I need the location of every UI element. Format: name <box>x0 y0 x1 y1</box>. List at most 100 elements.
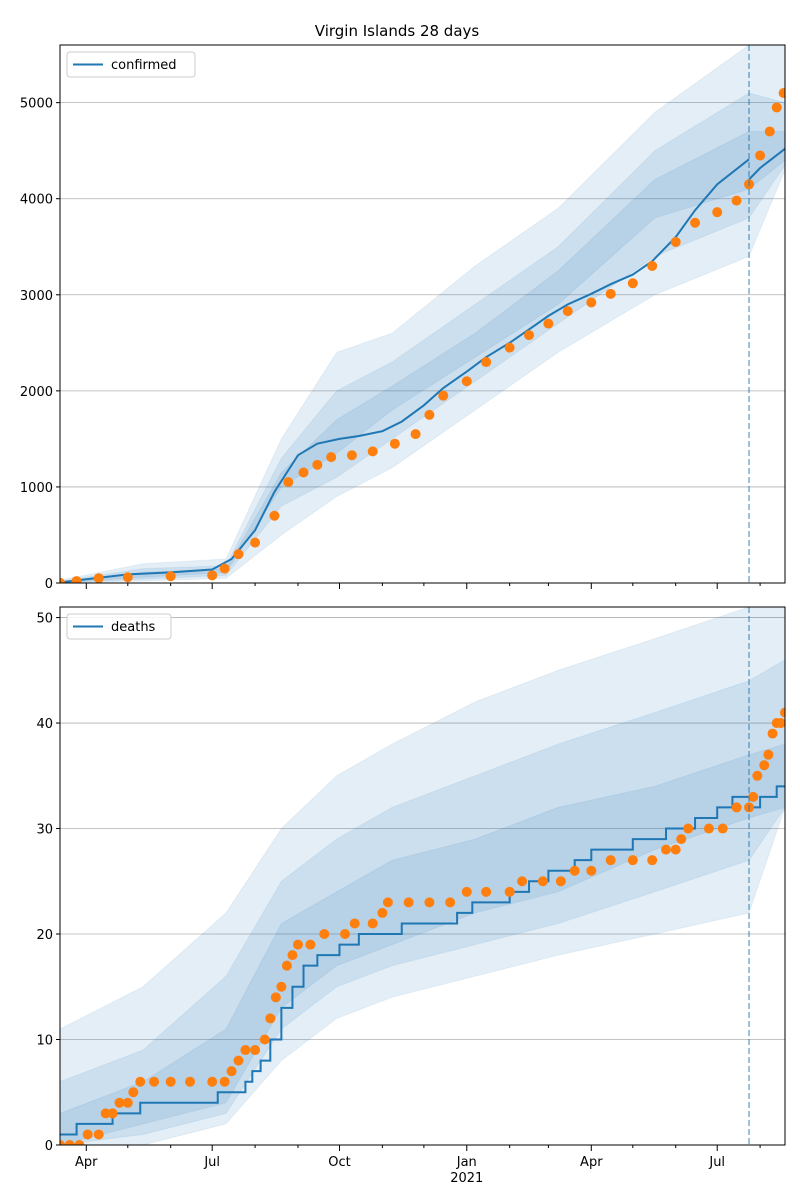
observed-point <box>292 939 303 950</box>
observed-point <box>207 570 218 581</box>
observed-point <box>647 260 658 271</box>
model-median-line <box>60 158 750 583</box>
y-tick-label: 10 <box>36 1034 53 1049</box>
y-tick-label: 40 <box>36 717 53 732</box>
observed-point <box>207 1076 218 1087</box>
observed-point <box>767 728 778 739</box>
observed-point <box>165 571 176 582</box>
x-tick-label: Apr <box>580 1155 603 1170</box>
observed-point <box>778 88 785 99</box>
observed-point <box>346 450 357 461</box>
confirmed-panel: 0 1000 2000 3000 4000 5000 confirmed <box>20 44 786 592</box>
observed-point <box>265 1013 276 1024</box>
observed-point <box>93 1129 104 1140</box>
observed-point <box>287 950 298 961</box>
y-tick-label: 5000 <box>20 97 53 112</box>
observed-point <box>60 1140 65 1145</box>
observed-point <box>135 1076 146 1087</box>
plot-frame <box>59 44 786 584</box>
observed-point <box>752 770 763 781</box>
observed-point <box>676 834 687 845</box>
observed-point <box>107 1108 118 1119</box>
observed-point <box>764 126 775 137</box>
y-tick-label: 3000 <box>20 289 53 304</box>
observed-point <box>461 886 472 897</box>
observed-point <box>165 1076 176 1087</box>
observed-point <box>60 577 65 583</box>
plot-area <box>60 607 785 1145</box>
chart-title: Virgin Islands 28 days <box>315 22 480 40</box>
legend-box <box>66 51 196 78</box>
observed-point <box>424 897 435 908</box>
observed-point <box>605 288 616 299</box>
observed-point <box>305 939 316 950</box>
observed-point <box>250 537 261 548</box>
x-tick-sublabel: 2021 <box>450 1171 483 1186</box>
observed-point <box>627 855 638 866</box>
observed-point <box>128 1087 139 1098</box>
observed-point <box>283 477 294 488</box>
observed-point <box>690 217 701 228</box>
forecast-median-line <box>748 148 785 181</box>
observed-point <box>481 886 492 897</box>
observed-point <box>731 802 742 813</box>
y-tick-label: 2000 <box>20 385 53 400</box>
y-tick-label: 0 <box>45 577 53 592</box>
observed-point <box>240 1045 251 1056</box>
observed-point <box>298 467 309 478</box>
observed-point <box>93 573 104 583</box>
observed-point <box>122 572 133 583</box>
observed-point <box>319 929 330 940</box>
observed-point <box>524 330 535 341</box>
observed-point <box>703 823 714 834</box>
x-tick-label: Jan <box>456 1155 477 1170</box>
observed-point <box>226 1066 237 1077</box>
observed-point <box>114 1097 125 1108</box>
observed-point <box>326 452 337 463</box>
observed-point <box>461 376 472 387</box>
observed-point <box>731 195 742 206</box>
uncertainty-band <box>60 45 785 583</box>
uncertainty-band <box>60 92 785 583</box>
observed-point <box>543 318 554 329</box>
observed-point <box>586 297 597 308</box>
legend-box <box>66 613 172 640</box>
observed-point <box>367 918 378 929</box>
observed-point <box>219 563 230 574</box>
observed-point <box>481 357 492 368</box>
observed-point <box>683 823 694 834</box>
x-tick-label: Oct <box>328 1155 350 1170</box>
observed-point <box>149 1076 160 1087</box>
observed-point <box>64 1140 75 1145</box>
observed-point <box>185 1076 196 1087</box>
observed-point <box>780 707 785 718</box>
observed-point <box>219 1076 230 1087</box>
y-tick-label: 0 <box>45 1139 53 1154</box>
observed-point <box>281 960 292 971</box>
observed-point <box>233 1055 244 1066</box>
observed-point <box>717 823 728 834</box>
observed-point <box>748 791 759 802</box>
observed-point <box>670 844 681 855</box>
observed-point <box>389 438 400 449</box>
observed-point <box>569 865 580 876</box>
observed-point <box>382 897 393 908</box>
observed-point <box>312 459 323 470</box>
observed-point <box>661 844 672 855</box>
observed-point <box>555 876 566 887</box>
observed-point <box>100 1108 111 1119</box>
plot-frame <box>59 606 786 1146</box>
observed-point <box>763 749 774 760</box>
observed-point <box>424 409 435 420</box>
legend-label: deaths <box>111 620 156 635</box>
y-tick-label: 20 <box>36 928 53 943</box>
observed-point <box>367 446 378 457</box>
observed-point <box>403 897 414 908</box>
observed-point <box>586 865 597 876</box>
observed-point <box>410 429 421 440</box>
plot-area <box>60 45 785 583</box>
observed-point <box>504 886 515 897</box>
observed-point <box>504 342 515 353</box>
